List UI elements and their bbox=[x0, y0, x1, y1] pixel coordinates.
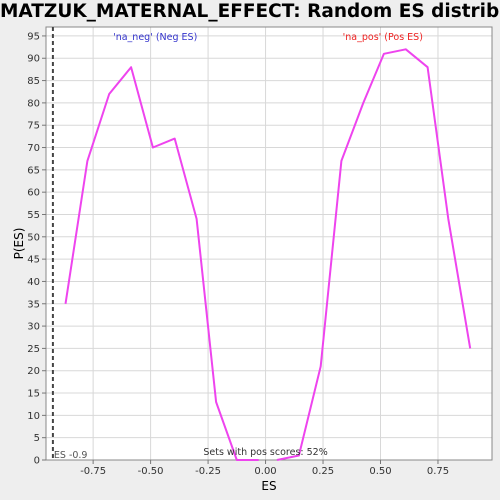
x-tick-label: 0.00 bbox=[254, 466, 276, 477]
y-tick-label: 70 bbox=[27, 143, 40, 154]
y-tick-label: 35 bbox=[27, 299, 40, 310]
y-tick-label: 10 bbox=[27, 411, 40, 422]
y-tick-label: 15 bbox=[27, 389, 40, 400]
es-observed-label: ES -0.9 bbox=[54, 450, 88, 461]
plot-background bbox=[46, 27, 492, 460]
y-tick-label: 95 bbox=[27, 31, 40, 42]
x-tick-label: -0.50 bbox=[138, 466, 164, 477]
y-tick-label: 85 bbox=[27, 76, 40, 87]
legend-pos-es: 'na_pos' (Pos ES) bbox=[343, 32, 423, 43]
grid bbox=[46, 27, 492, 460]
y-tick-label: 30 bbox=[27, 322, 40, 333]
y-axis-label: P(ES) bbox=[12, 228, 26, 260]
y-tick-label: 25 bbox=[27, 344, 40, 355]
y-tick-label: 65 bbox=[27, 165, 40, 176]
y-tick-label: 45 bbox=[27, 255, 40, 266]
x-tick-label: -0.75 bbox=[80, 466, 106, 477]
y-tick-label: 40 bbox=[27, 277, 40, 288]
y-tick-label: 55 bbox=[27, 210, 40, 221]
x-tick-label: 0.25 bbox=[312, 466, 334, 477]
y-tick-label: 75 bbox=[27, 121, 40, 132]
y-tick-label: 50 bbox=[27, 232, 40, 243]
y-tick-label: 90 bbox=[27, 54, 40, 65]
y-tick-label: 0 bbox=[34, 456, 40, 467]
x-tick-label: 0.50 bbox=[369, 466, 391, 477]
legend-neg-es: 'na_neg' (Neg ES) bbox=[113, 32, 197, 43]
y-axis: 0 5 10 15 20 25 30 35 40 45 50 55 60 65 70 75 80 85 90 95 bbox=[27, 31, 46, 466]
x-axis: -0.75 -0.50 -0.25 0.00 0.25 0.50 0.75 bbox=[80, 460, 449, 477]
y-tick-label: 80 bbox=[27, 98, 40, 109]
pos-scores-annotation: Sets with pos scores: 52% bbox=[203, 447, 327, 458]
y-tick-label: 5 bbox=[34, 433, 40, 444]
y-tick-label: 60 bbox=[27, 188, 40, 199]
x-axis-label: ES bbox=[261, 479, 276, 493]
y-tick-label: 20 bbox=[27, 366, 40, 377]
x-tick-label: -0.25 bbox=[195, 466, 221, 477]
x-tick-label: 0.75 bbox=[427, 466, 449, 477]
